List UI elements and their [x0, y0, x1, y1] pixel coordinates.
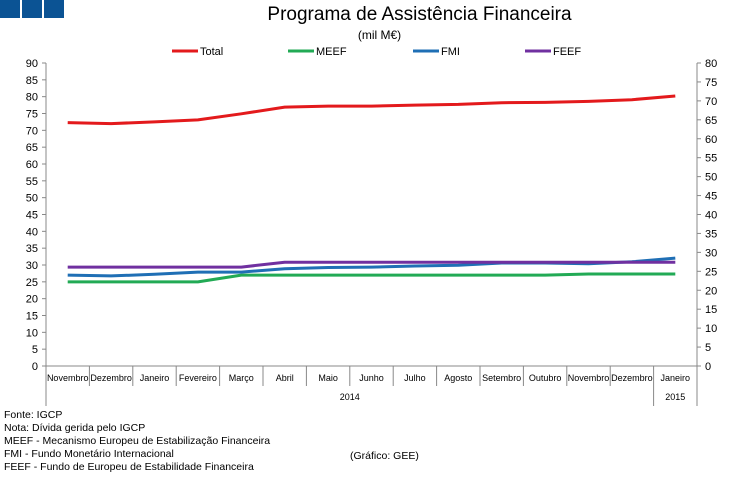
legend-label-meef: MEEF [316, 46, 347, 58]
y-right-tick-label: 70 [705, 96, 717, 108]
y-right-tick-label: 60 [705, 134, 717, 146]
x-tick-label: Junho [359, 373, 384, 383]
y-right-tick-label: 40 [705, 210, 717, 222]
series-line-feef [67, 260, 676, 269]
y-right-tick-label: 75 [705, 77, 717, 89]
y-left-tick-label: 90 [26, 58, 38, 70]
logo-square [22, 0, 42, 18]
x-tick-label: Dezembro [611, 373, 653, 383]
y-left-tick-label: 25 [26, 277, 38, 289]
y-left-tick-label: 35 [26, 243, 38, 255]
y-left-tick-label: 65 [26, 142, 38, 154]
y-left-tick-label: 20 [26, 294, 38, 306]
y-left-tick-label: 55 [26, 176, 38, 188]
y-left-tick-label: 30 [26, 260, 38, 272]
x-tick-label: Novembro [47, 373, 89, 383]
x-tick-label: Dezembro [90, 373, 132, 383]
footnote-note: Nota: Dívida gerida pelo IGCP [4, 422, 146, 434]
series-line-meef [67, 272, 676, 284]
x-tick-label: Agosto [444, 373, 472, 383]
footnote-fmi: FMI - Fundo Monetário Internacional [4, 448, 174, 460]
logo-square [0, 0, 20, 18]
footnote-feef: FEEF - Fundo de Europeu de Estabilidade … [4, 461, 254, 473]
logo-square [44, 0, 64, 18]
y-right-tick-label: 35 [705, 228, 717, 240]
y-right-tick-label: 65 [705, 115, 717, 127]
y-left-tick-label: 50 [26, 193, 38, 205]
x-tick-label: Abril [276, 373, 294, 383]
x-tick-label: Setembro [482, 373, 521, 383]
line-chart: 0 5 10 15 20 25 30 35 40 45 50 55 60 65 70 75 80 85 90 0 5 10… [26, 46, 717, 406]
x-tick-label: Março [229, 373, 254, 383]
x-tick-label: Novembro [568, 373, 610, 383]
year-label: 2014 [340, 392, 360, 402]
legend-label-total: Total [200, 46, 223, 58]
footnote-source: Fonte: IGCP [4, 409, 63, 421]
footnote-meef: MEEF - Mecanismo Europeu de Estabilizaçã… [4, 435, 271, 447]
x-tick-label: Julho [404, 373, 426, 383]
x-tick-label: Janeiro [140, 373, 170, 383]
x-tick-label: Janeiro [661, 373, 691, 383]
year-label: 2015 [665, 392, 685, 402]
y-left-tick-label: 85 [26, 75, 38, 87]
chart-title: Programa de Assistência Financeira [267, 4, 572, 25]
legend-label-feef: FEEF [553, 46, 581, 58]
y-right-tick-label: 20 [705, 285, 717, 297]
y-right-tick-label: 80 [705, 58, 717, 70]
y-left-tick-label: 70 [26, 125, 38, 137]
y-right-tick-label: 55 [705, 153, 717, 165]
y-left-tick-label: 15 [26, 311, 38, 323]
y-left-tick-label: 10 [26, 327, 38, 339]
chart-subtitle: (mil M€) [357, 28, 402, 42]
x-tick-label: Maio [318, 373, 338, 383]
y-right-tick-label: 0 [705, 361, 711, 373]
y-left-tick-label: 0 [32, 361, 38, 373]
y-right-tick-label: 25 [705, 266, 717, 278]
y-right-tick-label: 15 [705, 304, 717, 316]
y-right-tick-label: 50 [705, 172, 717, 184]
y-right-tick-label: 45 [705, 191, 717, 203]
y-left-tick-label: 45 [26, 210, 38, 222]
legend-label-fmi: FMI [441, 46, 460, 58]
y-left-tick-label: 40 [26, 226, 38, 238]
y-right-tick-label: 10 [705, 323, 717, 335]
y-right-tick-label: 5 [705, 342, 711, 354]
y-left-tick-label: 80 [26, 92, 38, 104]
y-left-tick-label: 60 [26, 159, 38, 171]
y-left-tick-label: 75 [26, 109, 38, 121]
y-right-tick-label: 30 [705, 247, 717, 259]
y-left-tick-label: 5 [32, 344, 38, 356]
x-tick-label: Fevereiro [179, 373, 217, 383]
chart-credit: (Gráfico: GEE) [350, 450, 419, 462]
series-line-total [67, 94, 676, 126]
x-tick-label: Outubro [529, 373, 562, 383]
